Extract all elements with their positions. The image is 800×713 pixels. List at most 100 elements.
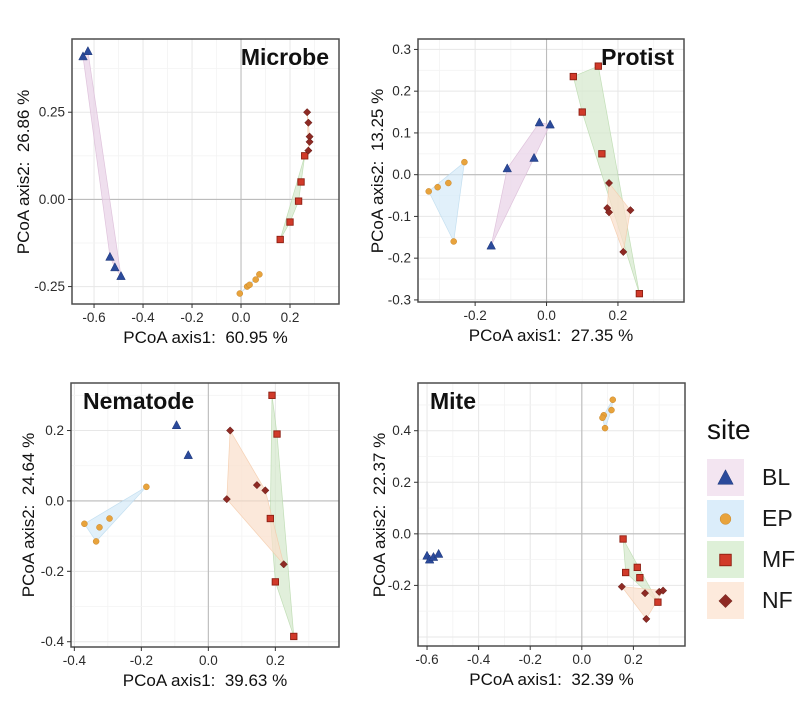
triangle-icon [717, 469, 734, 485]
y-tick-label: 0.00 [39, 192, 65, 207]
y-tick-label: -0.4 [41, 634, 65, 649]
point-MF [654, 598, 662, 606]
y-tick-label: -0.2 [41, 564, 64, 579]
y-tick-label: 0.0 [392, 526, 411, 541]
hull-BL [82, 50, 122, 277]
point-NF [222, 495, 231, 504]
panel-title: Nematode [83, 388, 195, 414]
x-tick-label: 0.0 [232, 310, 251, 325]
x-tick-label: -0.2 [463, 308, 486, 323]
point-BL [116, 270, 126, 280]
plot-area-svg: -0.4 -0.2 0.0 0.2 -0.4 -0.2 0.0 0.2 [41, 382, 340, 668]
hull-EP [83, 486, 147, 542]
y-tick-label: 0.25 [39, 105, 65, 120]
x-tick-label: 0.2 [609, 308, 628, 323]
legend-item-MF: MF [707, 541, 795, 578]
legend-title: site [707, 414, 751, 445]
panel-mite: -0.6 -0.4 -0.2 0.0 0.2 -0.2 0.0 0.2 0.4 Mite PCo… [370, 360, 800, 713]
point-BL [105, 251, 115, 261]
point-MF [286, 218, 294, 226]
x-tick-label: 0.2 [281, 310, 300, 325]
point-EP [92, 538, 100, 545]
point-MF [266, 514, 274, 523]
point-MF [619, 535, 627, 543]
hull-EP [428, 161, 465, 243]
x-axis-label: PCoA axis1: 32.39 % [469, 670, 634, 689]
y-tick-label: 0.0 [392, 167, 411, 182]
x-tick-label: -0.6 [415, 652, 438, 667]
x-tick-label: -0.2 [130, 653, 153, 668]
point-MF [635, 290, 644, 298]
point-MF [297, 178, 305, 186]
x-tick-label: -0.2 [180, 310, 203, 325]
y-tick-label: 0.1 [392, 125, 411, 140]
y-tick-label: 0.2 [45, 423, 64, 438]
point-MF [636, 574, 644, 582]
point-NF [659, 586, 668, 595]
x-tick-label: -0.2 [519, 652, 542, 667]
hull-BL [490, 122, 551, 246]
x-tick-label: 0.0 [537, 308, 556, 323]
point-EP [143, 483, 150, 491]
legend-item-label: MF [762, 546, 796, 572]
panel-border [417, 382, 686, 647]
y-axis-label: PCoA axis2: 13.25 % [368, 88, 387, 253]
point-MF [578, 108, 586, 116]
hull-MF [572, 65, 640, 294]
triangle-icon [717, 469, 734, 485]
legend-key-BL [707, 459, 744, 496]
point-NF [304, 118, 313, 127]
panel-title: Protist [601, 44, 674, 70]
point-MF [301, 152, 309, 160]
circle-icon [719, 513, 732, 525]
point-MF [276, 235, 284, 244]
point-BL [529, 152, 539, 162]
point-EP [445, 179, 452, 187]
x-tick-label: -0.4 [63, 653, 87, 668]
point-EP [96, 524, 103, 531]
diamond-icon [718, 593, 733, 609]
point-NF [626, 206, 635, 215]
panel-protist: -0.2 0.0 0.2 -0.3 -0.2 -0.1 0.0 0.1 0.2 0.3 Proti… [368, 0, 800, 360]
legend-key-EP [707, 500, 744, 537]
point-NF [252, 481, 261, 490]
y-tick-label: 0.3 [392, 42, 411, 57]
point-EP [609, 396, 617, 404]
y-tick-label: 0.4 [392, 423, 411, 438]
y-tick-label: -0.2 [388, 251, 411, 266]
site-legend: site BL EP MF NF [707, 414, 795, 623]
point-BL [433, 548, 444, 558]
point-MF [594, 62, 602, 70]
point-MF [598, 150, 606, 158]
point-NF [304, 146, 313, 155]
circle-icon [719, 513, 732, 525]
y-tick-label: -0.3 [388, 292, 411, 307]
y-tick-label: 0.0 [45, 493, 64, 508]
point-BL [183, 450, 193, 459]
point-EP [601, 424, 609, 432]
y-tick-label: -0.1 [388, 209, 411, 224]
point-NF [303, 108, 312, 117]
point-EP [106, 515, 113, 522]
point-BL [502, 163, 512, 173]
point-EP [608, 406, 615, 414]
hull-MF [269, 395, 295, 637]
plot-area-svg: -0.6 -0.4 -0.2 0.0 0.2 -0.25 0.00 0.25 [34, 38, 340, 325]
square-icon [719, 553, 732, 567]
panel-border [71, 38, 340, 305]
y-tick-label: -0.25 [34, 279, 65, 294]
point-BL [78, 51, 88, 61]
x-tick-label: -0.6 [82, 310, 105, 325]
panel-border [417, 38, 685, 303]
point-EP [246, 281, 253, 289]
panel-title: Mite [430, 388, 476, 414]
point-EP [599, 414, 606, 422]
point-BL [171, 420, 182, 429]
point-MF [633, 563, 641, 572]
point-NF [261, 486, 270, 495]
y-tick-label: 0.2 [392, 475, 411, 490]
x-axis-label: PCoA axis1: 27.35 % [468, 326, 634, 345]
point-EP [450, 238, 457, 245]
point-MF [294, 197, 303, 205]
legend-item-NF: NF [707, 582, 795, 619]
